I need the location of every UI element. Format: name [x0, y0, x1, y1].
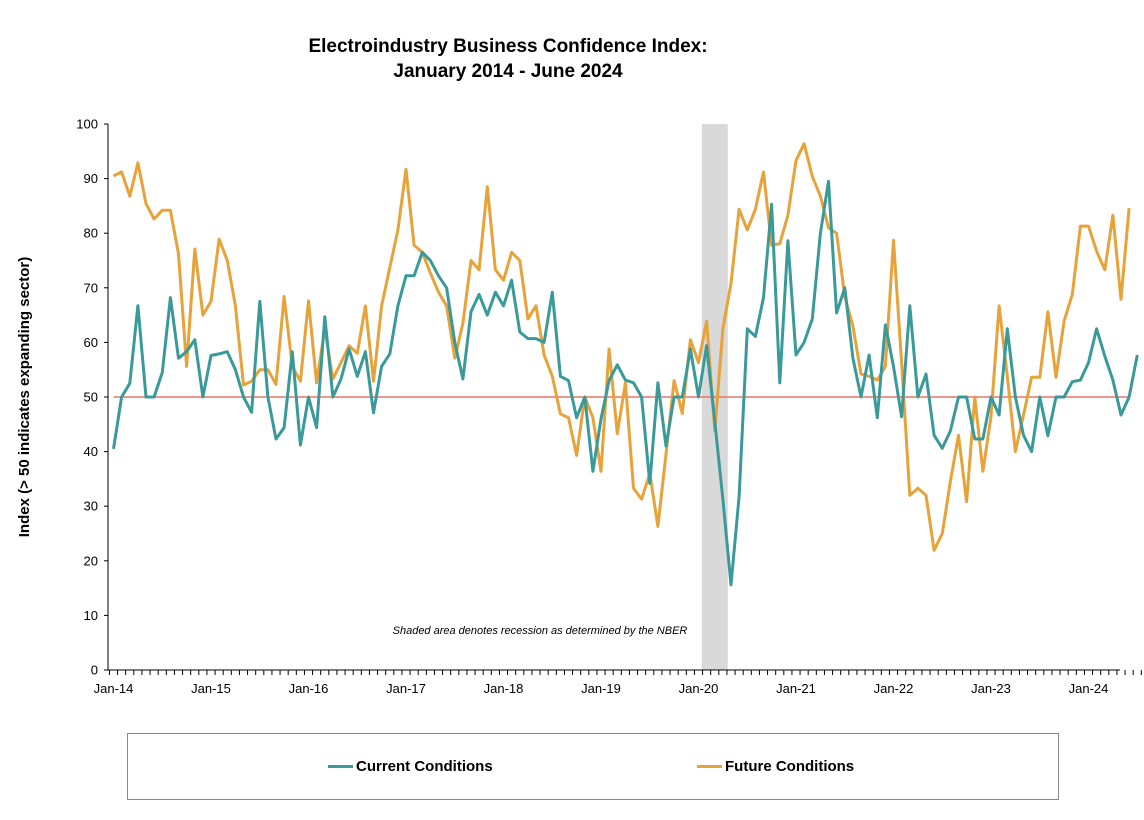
y-tick-label: 70 [84, 280, 98, 295]
x-tick-label: Jan-15 [191, 681, 231, 696]
chart-title: Electroindustry Business Confidence Inde… [0, 34, 1016, 84]
y-tick-label: 100 [76, 117, 98, 132]
series-line-future-conditions [112, 142, 1131, 552]
x-tick-label: Jan-18 [484, 681, 524, 696]
y-tick-label: 30 [84, 499, 98, 514]
y-tick-label: 20 [84, 553, 98, 568]
y-tick-label: 80 [84, 226, 98, 241]
y-tick-label: 10 [84, 608, 98, 623]
y-tick-label: 50 [84, 390, 98, 405]
x-tick-label: Jan-19 [581, 681, 621, 696]
x-tick-label: Jan-17 [386, 681, 426, 696]
recession-note: Shaded area denotes recession as determi… [393, 625, 688, 637]
series-layer [112, 142, 1139, 587]
x-tick-label: Jan-14 [94, 681, 134, 696]
legend-item-current-conditions: Current Conditions [328, 758, 493, 775]
y-tick-label: 90 [84, 171, 98, 186]
x-tick-label: Jan-24 [1069, 681, 1109, 696]
chart-title-line1: Electroindustry Business Confidence Inde… [308, 36, 708, 57]
axes-layer: 0 10 20 30 40 50 60 70 80 90 100 Jan-14 Jan-15 Jan-16… [76, 117, 1142, 696]
x-tick-label: Jan-16 [289, 681, 329, 696]
y-tick-label: 40 [84, 444, 98, 459]
x-tick-label: Jan-22 [874, 681, 914, 696]
y-tick-label: 60 [84, 335, 98, 350]
legend-label-future-conditions: Future Conditions [725, 758, 855, 775]
legend-swatch-future-conditions [697, 765, 722, 768]
x-tick-label: Jan-21 [776, 681, 816, 696]
legend: Current Conditions Future Conditions [127, 733, 1059, 800]
y-axis-title: Index (> 50 indicates expanding sector) [16, 257, 33, 538]
x-tick-label: Jan-23 [971, 681, 1011, 696]
series-line-current-conditions [112, 179, 1139, 587]
x-tick-label: Jan-20 [679, 681, 719, 696]
chart-subtitle: January 2014 - June 2024 [393, 61, 623, 82]
legend-label-current-conditions: Current Conditions [356, 758, 493, 775]
y-tick-label: 0 [91, 663, 98, 678]
legend-swatch-current-conditions [328, 765, 353, 768]
chart-svg: 0 10 20 30 40 50 60 70 80 90 100 Jan-14 Jan-15 Jan-16… [16, 117, 1142, 696]
legend-item-future-conditions: Future Conditions [697, 758, 854, 775]
